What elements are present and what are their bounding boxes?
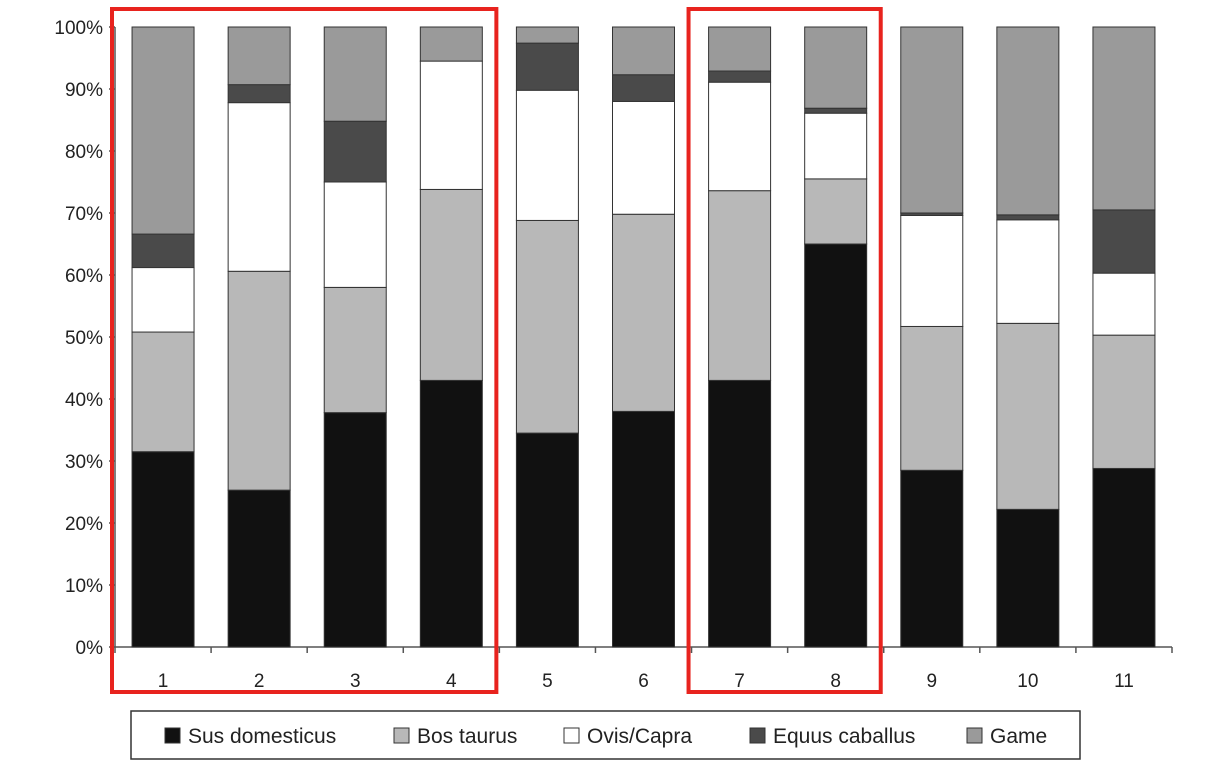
- legend-label-bos-taurus: Bos taurus: [417, 725, 517, 748]
- x-tick-label: 2: [254, 671, 265, 692]
- bar-segment-sus-domesticus-4: [419, 379, 483, 648]
- x-tick-label: 1: [158, 671, 169, 692]
- bar-segment-game-7: [708, 26, 772, 72]
- x-tick-label: 4: [446, 671, 457, 692]
- highlight-box-1: [110, 7, 499, 694]
- bar-segment-game-1: [131, 26, 195, 235]
- bar-segment-game-9: [900, 26, 964, 214]
- bar-segment-ovis-capra-2: [227, 102, 291, 272]
- x-tick-label: 8: [830, 671, 841, 692]
- bar-segment-bos-taurus-7: [708, 190, 772, 381]
- bar-segment-sus-domesticus-8: [804, 243, 868, 648]
- bar-segment-game-2: [227, 26, 291, 86]
- highlight-box-2: [686, 7, 883, 694]
- y-tick-label: 100%: [54, 18, 103, 39]
- bar-segment-sus-domesticus-11: [1092, 467, 1156, 648]
- y-tick-label: 70%: [65, 204, 103, 225]
- legend-swatch-game: [966, 727, 983, 744]
- y-tick-label: 30%: [65, 452, 103, 473]
- bar-segment-equus-caballus-8: [804, 107, 868, 114]
- y-tick-label: 40%: [65, 390, 103, 411]
- bar-segment-ovis-capra-7: [708, 81, 772, 192]
- bar-segment-equus-caballus-2: [227, 84, 291, 104]
- bar-segment-equus-caballus-3: [323, 120, 387, 183]
- bar-segment-sus-domesticus-1: [131, 451, 195, 648]
- bar-segment-bos-taurus-3: [323, 286, 387, 414]
- bar-segment-equus-caballus-6: [612, 74, 675, 102]
- x-tick-label: 5: [542, 671, 553, 692]
- bar-segment-bos-taurus-5: [515, 219, 579, 434]
- bar-segment-sus-domesticus-9: [900, 469, 964, 648]
- legend-label-equus-caballus: Equus caballus: [773, 725, 915, 748]
- bar-segment-sus-domesticus-3: [323, 412, 387, 648]
- bar-segment-bos-taurus-10: [996, 322, 1060, 510]
- bar-segment-equus-caballus-7: [708, 70, 772, 83]
- bar-segment-ovis-capra-9: [900, 214, 964, 327]
- x-tick-label: 9: [926, 671, 937, 692]
- y-tick-label: 50%: [65, 328, 103, 349]
- legend-swatch-bos-taurus: [393, 727, 410, 744]
- x-tick-label: 10: [1017, 671, 1038, 692]
- bar-segment-sus-domesticus-2: [227, 489, 291, 648]
- legend-swatch-ovis-capra: [563, 727, 580, 744]
- bar-segment-bos-taurus-4: [419, 188, 483, 381]
- bar-segment-equus-caballus-10: [996, 214, 1060, 221]
- bar-segment-game-8: [804, 26, 868, 109]
- y-tick-label: 80%: [65, 142, 103, 163]
- y-tick-label: 90%: [65, 80, 103, 101]
- bar-segment-game-10: [996, 26, 1060, 216]
- bar-segment-sus-domesticus-10: [996, 508, 1060, 648]
- x-tick-label: 7: [734, 671, 745, 692]
- bar-segment-ovis-capra-11: [1092, 272, 1156, 336]
- legend: Sus domesticus Bos taurus Ovis/Capra Equus …: [130, 710, 1081, 760]
- bar-segment-ovis-capra-6: [612, 100, 675, 215]
- bar-segment-sus-domesticus-5: [515, 432, 579, 648]
- bar-segment-bos-taurus-9: [900, 325, 964, 471]
- bar-segment-bos-taurus-11: [1092, 334, 1156, 469]
- y-tick-label: 10%: [65, 576, 103, 597]
- bar-segment-bos-taurus-2: [227, 270, 291, 491]
- bar-segment-game-4: [419, 26, 483, 62]
- bar-segment-ovis-capra-8: [804, 112, 868, 180]
- bar-segment-ovis-capra-5: [515, 89, 579, 221]
- legend-swatch-sus-domesticus: [164, 727, 181, 744]
- bar-segment-game-3: [323, 26, 387, 122]
- bar-segment-game-6: [612, 26, 675, 76]
- bar-segment-equus-caballus-11: [1092, 209, 1156, 274]
- legend-label-ovis-capra: Ovis/Capra: [587, 725, 692, 748]
- bar-segment-bos-taurus-6: [612, 213, 675, 412]
- bar-segment-sus-domesticus-6: [612, 410, 675, 648]
- bar-segment-ovis-capra-1: [131, 267, 195, 333]
- legend-swatch-equus-caballus: [749, 727, 766, 744]
- bar-segment-game-5: [515, 26, 579, 44]
- bar-segment-ovis-capra-3: [323, 181, 387, 288]
- x-tick-label: 3: [350, 671, 361, 692]
- highlight-boxes: [110, 7, 883, 694]
- legend-label-sus-domesticus: Sus domesticus: [188, 725, 336, 748]
- bar-segment-bos-taurus-8: [804, 178, 868, 245]
- bar-segment-sus-domesticus-7: [708, 379, 772, 648]
- y-tick-label: 60%: [65, 266, 103, 287]
- bars: [131, 26, 1156, 648]
- bar-segment-equus-caballus-1: [131, 233, 195, 269]
- bar-segment-game-11: [1092, 26, 1156, 211]
- bar-segment-ovis-capra-4: [419, 60, 483, 190]
- bar-segment-equus-caballus-5: [515, 42, 579, 91]
- x-tick-label: 6: [638, 671, 649, 692]
- bar-segment-bos-taurus-1: [131, 331, 195, 453]
- y-tick-label: 20%: [65, 514, 103, 535]
- y-tick-label: 0%: [76, 638, 104, 659]
- bar-segment-ovis-capra-10: [996, 219, 1060, 324]
- x-tick-label: 11: [1114, 671, 1134, 692]
- legend-label-game: Game: [990, 725, 1047, 748]
- legend-box: [130, 710, 1081, 760]
